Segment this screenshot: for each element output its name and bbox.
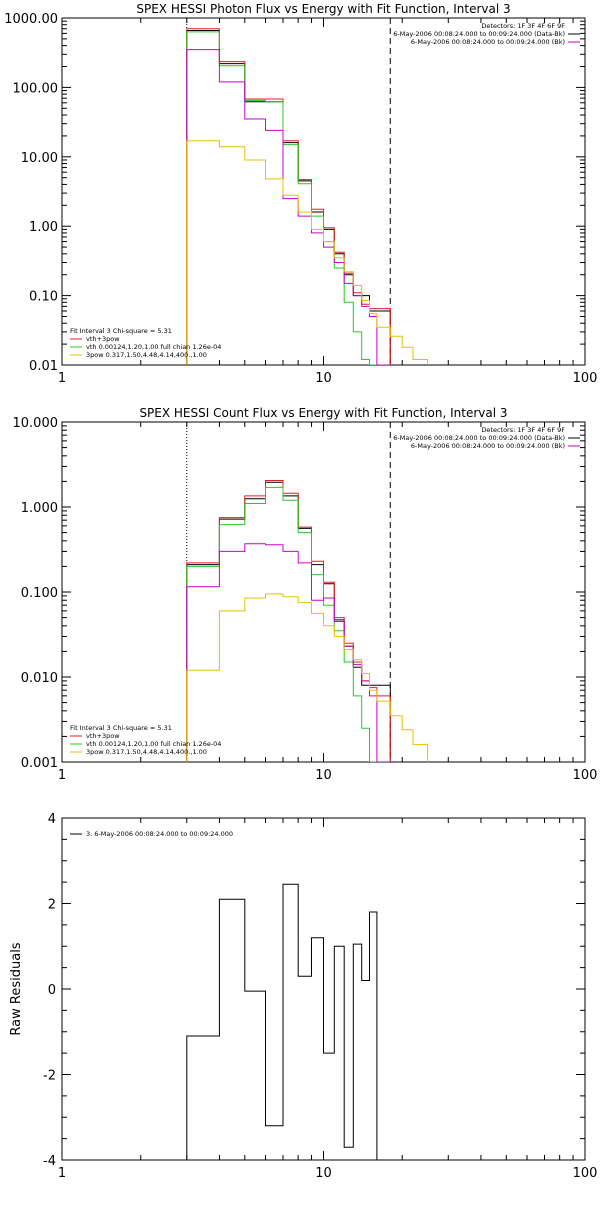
legend-left-text: vth+3pow bbox=[86, 335, 120, 343]
x-tick-label: 100 bbox=[573, 1166, 598, 1181]
y-axis-label: Raw Residuals bbox=[9, 942, 24, 1035]
series-line-1 bbox=[186, 30, 391, 365]
chart-panel-3: Raw Residuals 1 10 100 -4 -2 0 2 4 3. 6-May-2006 … bbox=[9, 812, 597, 1181]
series-group bbox=[186, 883, 391, 1160]
series-line-5 bbox=[186, 593, 429, 762]
y-tick-label: 10.000 bbox=[13, 416, 59, 431]
series-line-5 bbox=[186, 140, 429, 365]
series-line-2 bbox=[186, 480, 391, 762]
series-line-1 bbox=[186, 481, 391, 762]
legend-left-text: 3pow 0.317,1.50,4.48,4.14,400.,1.00 bbox=[86, 748, 207, 756]
legend-left-text: 3. 6-May-2006 00:08:24.000 to 00:09:24.0… bbox=[86, 830, 233, 838]
legend-right-text: 6-May-2006 00:08:24.000 to 00:09:24.000 … bbox=[411, 442, 565, 450]
y-tick-label: 0.100 bbox=[21, 586, 58, 601]
legend-right-text: Detectors: 1F 3F 4F 6F 9F bbox=[481, 426, 565, 434]
series-line-4 bbox=[186, 543, 391, 762]
x-tick-label: 10 bbox=[315, 768, 332, 783]
series-line-2 bbox=[186, 28, 391, 365]
series-line-1 bbox=[186, 883, 391, 1160]
legend-left-text: vth 0.00124,1.20,1.00 full chian 1.26e-0… bbox=[86, 343, 221, 351]
y-tick-label: 2 bbox=[48, 898, 56, 913]
series-group bbox=[186, 28, 429, 365]
series-group bbox=[186, 480, 429, 762]
legend-left-text: Fit Interval 3 Chi-square = 5.31 bbox=[70, 724, 172, 732]
y-tick-label: 0.01 bbox=[29, 359, 58, 374]
x-tick-label: 100 bbox=[573, 768, 598, 783]
chart-title: SPEX HESSI Photon Flux vs Energy with Fi… bbox=[136, 2, 510, 16]
legend-right-text: 6-May-2006 00:08:24.000 to 00:09:24.000 … bbox=[393, 30, 565, 38]
legend-right-text: 6-May-2006 00:08:24.000 to 00:09:24.000 … bbox=[411, 38, 565, 46]
chart-panel-1: SPEX HESSI Photon Flux vs Energy with Fi… bbox=[4, 2, 597, 386]
x-tick-label: 10 bbox=[315, 371, 332, 386]
series-line-3 bbox=[186, 486, 377, 762]
legend-left-text: vth 0.00124,1.20,1.00 full chian 1.26e-0… bbox=[86, 740, 221, 748]
chart-panel-2: SPEX HESSI Count Flux vs Energy with Fit… bbox=[13, 406, 598, 783]
legend-left-text: Fit Interval 3 Chi-square = 5.31 bbox=[70, 327, 172, 335]
y-tick-label: 10.00 bbox=[21, 151, 58, 166]
legend-right-text: 6-May-2006 00:08:24.000 to 00:09:24.000 … bbox=[393, 434, 565, 442]
legend-right-text: Detectors: 1F 3F 4F 6F 9F bbox=[481, 22, 565, 30]
y-tick-label: 0.10 bbox=[29, 290, 58, 305]
series-line-4 bbox=[186, 49, 391, 365]
y-tick-label: -4 bbox=[43, 1154, 56, 1169]
y-tick-label: 0.010 bbox=[21, 671, 58, 686]
y-tick-label: 1.00 bbox=[29, 220, 58, 235]
plot-frame bbox=[61, 17, 586, 366]
x-tick-label: 1 bbox=[58, 768, 66, 783]
legend-left-text: vth+3pow bbox=[86, 732, 120, 740]
x-tick-label: 100 bbox=[573, 371, 598, 386]
legend-left-text: 3pow 0.317,1.50,4.48,4.14,400.,1.00 bbox=[86, 351, 207, 359]
y-tick-label: -2 bbox=[43, 1069, 56, 1084]
y-tick-label: 1.000 bbox=[21, 501, 58, 516]
y-tick-label: 1000.00 bbox=[4, 12, 58, 27]
chart-title: SPEX HESSI Count Flux vs Energy with Fit… bbox=[139, 406, 507, 420]
x-tick-label: 10 bbox=[315, 1166, 332, 1181]
x-tick-label: 1 bbox=[58, 1166, 66, 1181]
y-tick-label: 0 bbox=[48, 983, 56, 998]
y-tick-label: 0.001 bbox=[21, 756, 58, 771]
x-tick-label: 1 bbox=[58, 371, 66, 386]
series-line-3 bbox=[186, 31, 377, 365]
y-tick-label: 4 bbox=[48, 812, 56, 827]
y-tick-label: 100.00 bbox=[13, 81, 59, 96]
